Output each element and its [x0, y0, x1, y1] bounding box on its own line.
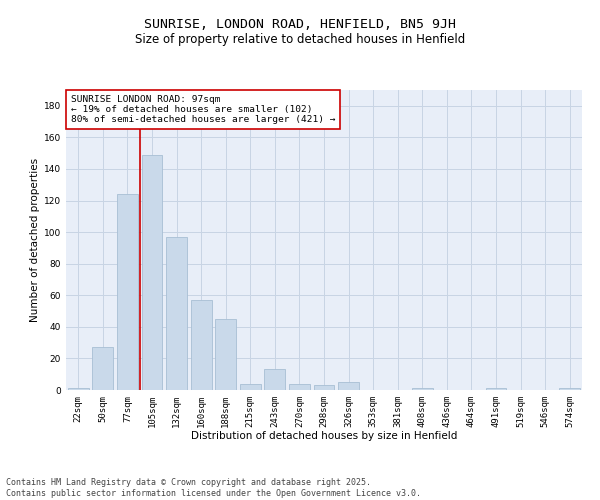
Text: Contains HM Land Registry data © Crown copyright and database right 2025.
Contai: Contains HM Land Registry data © Crown c… [6, 478, 421, 498]
Bar [485, 388, 506, 390]
Bar [142, 154, 163, 390]
Bar [338, 382, 359, 390]
Bar [265, 370, 286, 390]
Bar [289, 384, 310, 390]
Bar [559, 388, 580, 390]
Bar [412, 388, 433, 390]
Bar [215, 319, 236, 390]
Bar [314, 386, 334, 390]
Text: Size of property relative to detached houses in Henfield: Size of property relative to detached ho… [135, 32, 465, 46]
Y-axis label: Number of detached properties: Number of detached properties [30, 158, 40, 322]
Text: SUNRISE LONDON ROAD: 97sqm
← 19% of detached houses are smaller (102)
80% of sem: SUNRISE LONDON ROAD: 97sqm ← 19% of deta… [71, 94, 335, 124]
Text: SUNRISE, LONDON ROAD, HENFIELD, BN5 9JH: SUNRISE, LONDON ROAD, HENFIELD, BN5 9JH [144, 18, 456, 30]
Bar [240, 384, 261, 390]
Bar [191, 300, 212, 390]
Bar [92, 348, 113, 390]
Bar [166, 237, 187, 390]
Bar [68, 388, 89, 390]
X-axis label: Distribution of detached houses by size in Henfield: Distribution of detached houses by size … [191, 432, 457, 442]
Bar [117, 194, 138, 390]
